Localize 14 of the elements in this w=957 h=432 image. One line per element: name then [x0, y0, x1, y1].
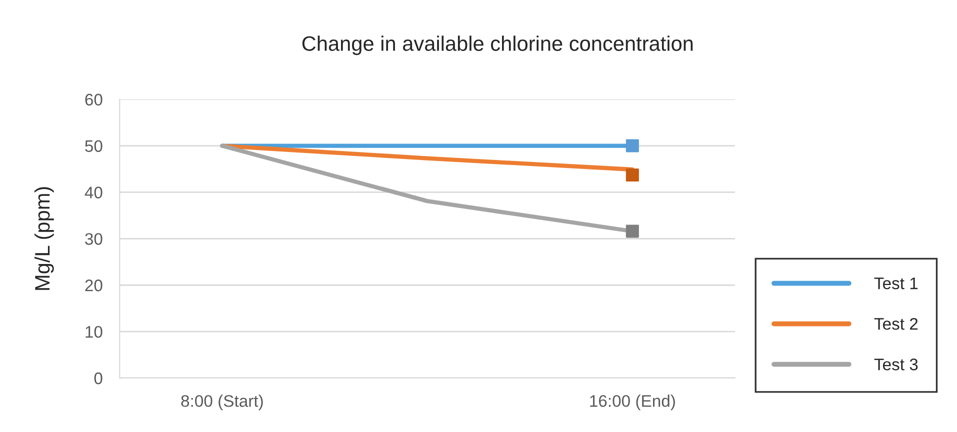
y-tick-label: 60: [85, 94, 102, 106]
legend-label: Test 2: [874, 318, 918, 330]
y-tick-label: 20: [85, 280, 102, 292]
x-tick-label: 8:00 (Start): [181, 394, 263, 410]
x-tick-label: 16:00 (End): [590, 394, 675, 410]
chart-title: Change in available chlorine concentration: [302, 36, 693, 56]
y-axis-title: Mg/L (ppm): [34, 187, 54, 290]
y-tick-label: 0: [94, 372, 102, 384]
legend-label: Test 3: [874, 358, 918, 370]
y-tick-label: 40: [84, 186, 102, 198]
y-tick-label: 50: [85, 140, 102, 152]
legend-label: Test 1: [874, 278, 918, 290]
y-tick-label: 10: [86, 326, 102, 338]
y-tick-label: 30: [85, 233, 102, 245]
